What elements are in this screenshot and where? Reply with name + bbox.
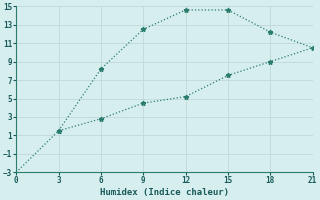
X-axis label: Humidex (Indice chaleur): Humidex (Indice chaleur): [100, 188, 229, 197]
